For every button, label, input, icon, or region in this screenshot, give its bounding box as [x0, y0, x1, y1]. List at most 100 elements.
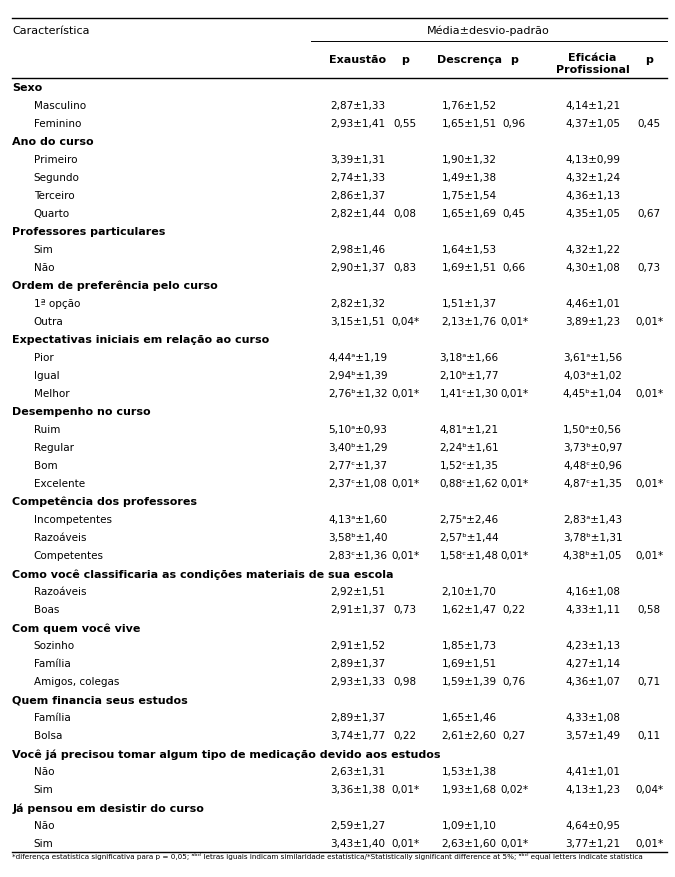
Text: 4,13±0,99: 4,13±0,99: [565, 155, 620, 165]
Text: 1ª opção: 1ª opção: [34, 299, 80, 309]
Text: 0,73: 0,73: [638, 263, 661, 273]
Text: 2,92±1,51: 2,92±1,51: [330, 587, 385, 596]
Text: Média±desvio-padrão: Média±desvio-padrão: [427, 25, 550, 36]
Text: 0,04*: 0,04*: [391, 317, 419, 327]
Text: 2,61±2,60: 2,61±2,60: [441, 731, 497, 740]
Text: 4,36±1,07: 4,36±1,07: [565, 676, 620, 687]
Text: 2,63±1,31: 2,63±1,31: [330, 766, 385, 776]
Text: 4,23±1,13: 4,23±1,13: [565, 640, 620, 651]
Text: Não: Não: [34, 821, 54, 831]
Text: 1,59±1,39: 1,59±1,39: [441, 676, 497, 687]
Text: 3,74±1,77: 3,74±1,77: [330, 731, 385, 740]
Text: 1,85±1,73: 1,85±1,73: [441, 640, 497, 651]
Text: Razoáveis: Razoáveis: [34, 532, 86, 543]
Text: 0,01*: 0,01*: [635, 317, 664, 327]
Text: 2,24ᵇ±1,61: 2,24ᵇ±1,61: [439, 443, 499, 453]
Text: 0,01*: 0,01*: [391, 785, 419, 795]
Text: Segundo: Segundo: [34, 173, 80, 183]
Text: 3,89±1,23: 3,89±1,23: [565, 317, 620, 327]
Text: 4,13±1,23: 4,13±1,23: [565, 785, 620, 795]
Text: 4,37±1,05: 4,37±1,05: [565, 119, 620, 129]
Text: 1,65±1,46: 1,65±1,46: [441, 712, 497, 723]
Text: 1,75±1,54: 1,75±1,54: [441, 191, 497, 201]
Text: p: p: [401, 54, 409, 65]
Text: Bom: Bom: [34, 460, 57, 471]
Text: 1,69±1,51: 1,69±1,51: [441, 659, 497, 668]
Text: Bolsa: Bolsa: [34, 731, 62, 740]
Text: 2,93±1,41: 2,93±1,41: [330, 119, 385, 129]
Text: 3,40ᵇ±1,29: 3,40ᵇ±1,29: [328, 443, 387, 453]
Text: 2,37ᶜ±1,08: 2,37ᶜ±1,08: [328, 479, 387, 488]
Text: Exaustão: Exaustão: [329, 54, 386, 65]
Text: 0,55: 0,55: [394, 119, 416, 129]
Text: 1,09±1,10: 1,09±1,10: [441, 821, 497, 831]
Text: 3,36±1,38: 3,36±1,38: [330, 785, 385, 795]
Text: 4,14±1,21: 4,14±1,21: [565, 101, 620, 111]
Text: 2,82±1,32: 2,82±1,32: [330, 299, 385, 309]
Text: 1,69±1,51: 1,69±1,51: [441, 263, 497, 273]
Text: 0,01*: 0,01*: [635, 838, 664, 848]
Text: Família: Família: [34, 712, 70, 723]
Text: 4,33±1,11: 4,33±1,11: [565, 604, 620, 615]
Text: Expectativas iniciais em relação ao curso: Expectativas iniciais em relação ao curs…: [12, 335, 269, 345]
Text: 1,65±1,51: 1,65±1,51: [441, 119, 497, 129]
Text: Feminino: Feminino: [34, 119, 81, 129]
Text: Competentes: Competentes: [34, 551, 104, 560]
Text: 0,08: 0,08: [394, 209, 416, 219]
Text: 2,89±1,37: 2,89±1,37: [330, 659, 385, 668]
Text: Eficácia: Eficácia: [568, 53, 617, 62]
Text: Amigos, colegas: Amigos, colegas: [34, 676, 119, 687]
Text: 3,77±1,21: 3,77±1,21: [565, 838, 620, 848]
Text: 3,18ᵃ±1,66: 3,18ᵃ±1,66: [439, 353, 499, 363]
Text: 1,41ᶜ±1,30: 1,41ᶜ±1,30: [439, 389, 499, 399]
Text: 0,96: 0,96: [503, 119, 526, 129]
Text: 4,36±1,13: 4,36±1,13: [565, 191, 620, 201]
Text: 4,35±1,05: 4,35±1,05: [565, 209, 620, 219]
Text: Terceiro: Terceiro: [34, 191, 74, 201]
Text: 1,64±1,53: 1,64±1,53: [441, 245, 497, 255]
Text: 1,51±1,37: 1,51±1,37: [441, 299, 497, 309]
Text: 3,61ᵃ±1,56: 3,61ᵃ±1,56: [563, 353, 622, 363]
Text: 4,03ᵃ±1,02: 4,03ᵃ±1,02: [563, 371, 622, 381]
Text: 3,58ᵇ±1,40: 3,58ᵇ±1,40: [328, 532, 387, 543]
Text: Sim: Sim: [34, 785, 53, 795]
Text: Boas: Boas: [34, 604, 59, 615]
Text: 2,63±1,60: 2,63±1,60: [441, 838, 497, 848]
Text: 0,01*: 0,01*: [635, 389, 664, 399]
Text: 4,64±0,95: 4,64±0,95: [565, 821, 620, 831]
Text: 2,74±1,33: 2,74±1,33: [330, 173, 385, 183]
Text: Quem financia seus estudos: Quem financia seus estudos: [12, 695, 188, 704]
Text: 0,58: 0,58: [638, 604, 661, 615]
Text: 0,71: 0,71: [638, 676, 661, 687]
Text: Ordem de preferência pelo curso: Ordem de preferência pelo curso: [12, 281, 218, 291]
Text: 4,48ᶜ±0,96: 4,48ᶜ±0,96: [563, 460, 622, 471]
Text: 5,10ᵃ±0,93: 5,10ᵃ±0,93: [328, 424, 387, 435]
Text: 4,16±1,08: 4,16±1,08: [565, 587, 620, 596]
Text: 1,76±1,52: 1,76±1,52: [441, 101, 497, 111]
Text: Melhor: Melhor: [34, 389, 70, 399]
Text: 2,83ᶜ±1,36: 2,83ᶜ±1,36: [328, 551, 387, 560]
Text: Família: Família: [34, 659, 70, 668]
Text: 4,32±1,24: 4,32±1,24: [565, 173, 620, 183]
Text: 1,53±1,38: 1,53±1,38: [441, 766, 497, 776]
Text: 1,50ᵃ±0,56: 1,50ᵃ±0,56: [563, 424, 622, 435]
Text: Sim: Sim: [34, 838, 53, 848]
Text: 4,41±1,01: 4,41±1,01: [565, 766, 620, 776]
Text: *diferença estatística significativa para p = 0,05; ᵃᵇᶜˡ letras iguais indicam s: *diferença estatística significativa par…: [12, 852, 643, 859]
Text: Descrença: Descrença: [437, 54, 502, 65]
Text: 0,22: 0,22: [394, 731, 416, 740]
Text: 4,27±1,14: 4,27±1,14: [565, 659, 620, 668]
Text: 0,27: 0,27: [503, 731, 526, 740]
Text: 4,81ᵃ±1,21: 4,81ᵃ±1,21: [439, 424, 499, 435]
Text: p: p: [645, 54, 653, 65]
Text: Com quem você vive: Com quem você vive: [12, 623, 140, 633]
Text: Como você classificaria as condições materiais de sua escola: Como você classificaria as condições mat…: [12, 568, 394, 579]
Text: 2,57ᵇ±1,44: 2,57ᵇ±1,44: [439, 532, 499, 543]
Text: 0,73: 0,73: [394, 604, 416, 615]
Text: 0,01*: 0,01*: [391, 389, 419, 399]
Text: 0,45: 0,45: [503, 209, 526, 219]
Text: 4,30±1,08: 4,30±1,08: [565, 263, 620, 273]
Text: Desempenho no curso: Desempenho no curso: [12, 407, 151, 417]
Text: 2,10ᵇ±1,77: 2,10ᵇ±1,77: [439, 371, 499, 381]
Text: 0,01*: 0,01*: [391, 838, 419, 848]
